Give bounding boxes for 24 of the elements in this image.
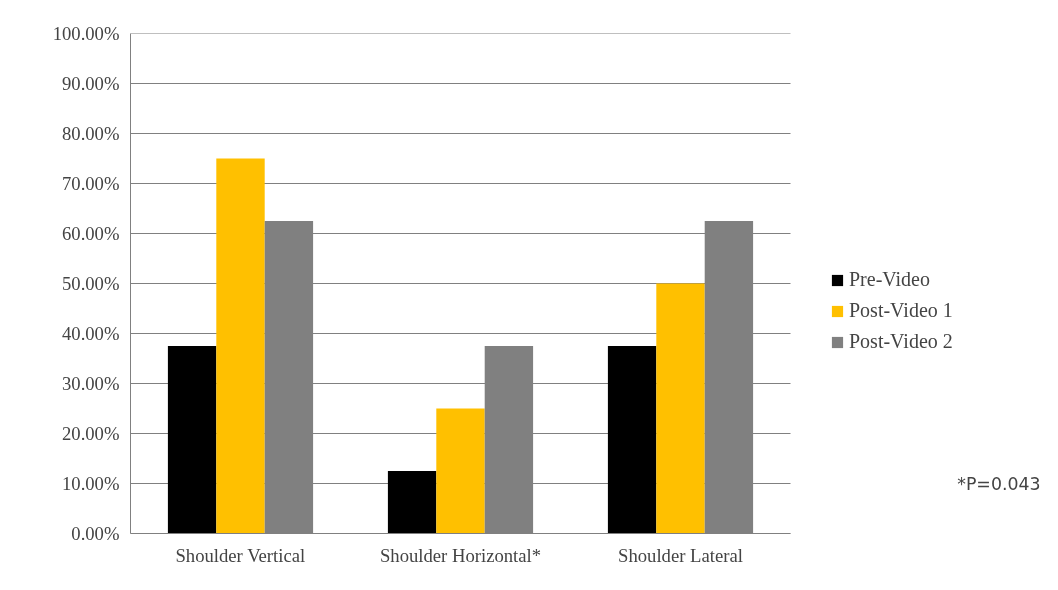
y-tick-label: 80.00%	[61, 123, 120, 144]
y-tick-label: 90.00%	[61, 73, 120, 94]
y-tick-label: 70.00%	[61, 173, 120, 194]
y-tick-label: 40.00%	[61, 323, 120, 344]
bar	[387, 471, 437, 534]
y-tick-label: 30.00%	[61, 373, 120, 394]
bar	[656, 283, 705, 534]
x-tick-label: Shoulder Horizontal*	[379, 544, 542, 566]
y-tick-label: 100.00%	[52, 23, 120, 44]
y-tick-label: 0.00%	[71, 523, 120, 544]
legend-label: Pre-Video	[849, 268, 930, 291]
y-tick-label: 60.00%	[61, 223, 120, 244]
legend-label: Post-Video 1	[849, 299, 953, 322]
bar	[216, 158, 265, 534]
text: *P=0.043	[957, 473, 1041, 494]
y-tick-label: 10.00%	[61, 473, 120, 494]
x-tick-label: Shoulder Vertical	[175, 544, 306, 566]
y-tick-label: 20.00%	[61, 423, 120, 444]
y-tick-label: 50.00%	[61, 273, 120, 294]
x-tick-label: Shoulder Lateral	[618, 544, 743, 566]
bar	[607, 346, 657, 534]
bar	[167, 346, 217, 534]
legend-label: Post-Video 2	[849, 330, 953, 353]
bar	[436, 408, 485, 534]
